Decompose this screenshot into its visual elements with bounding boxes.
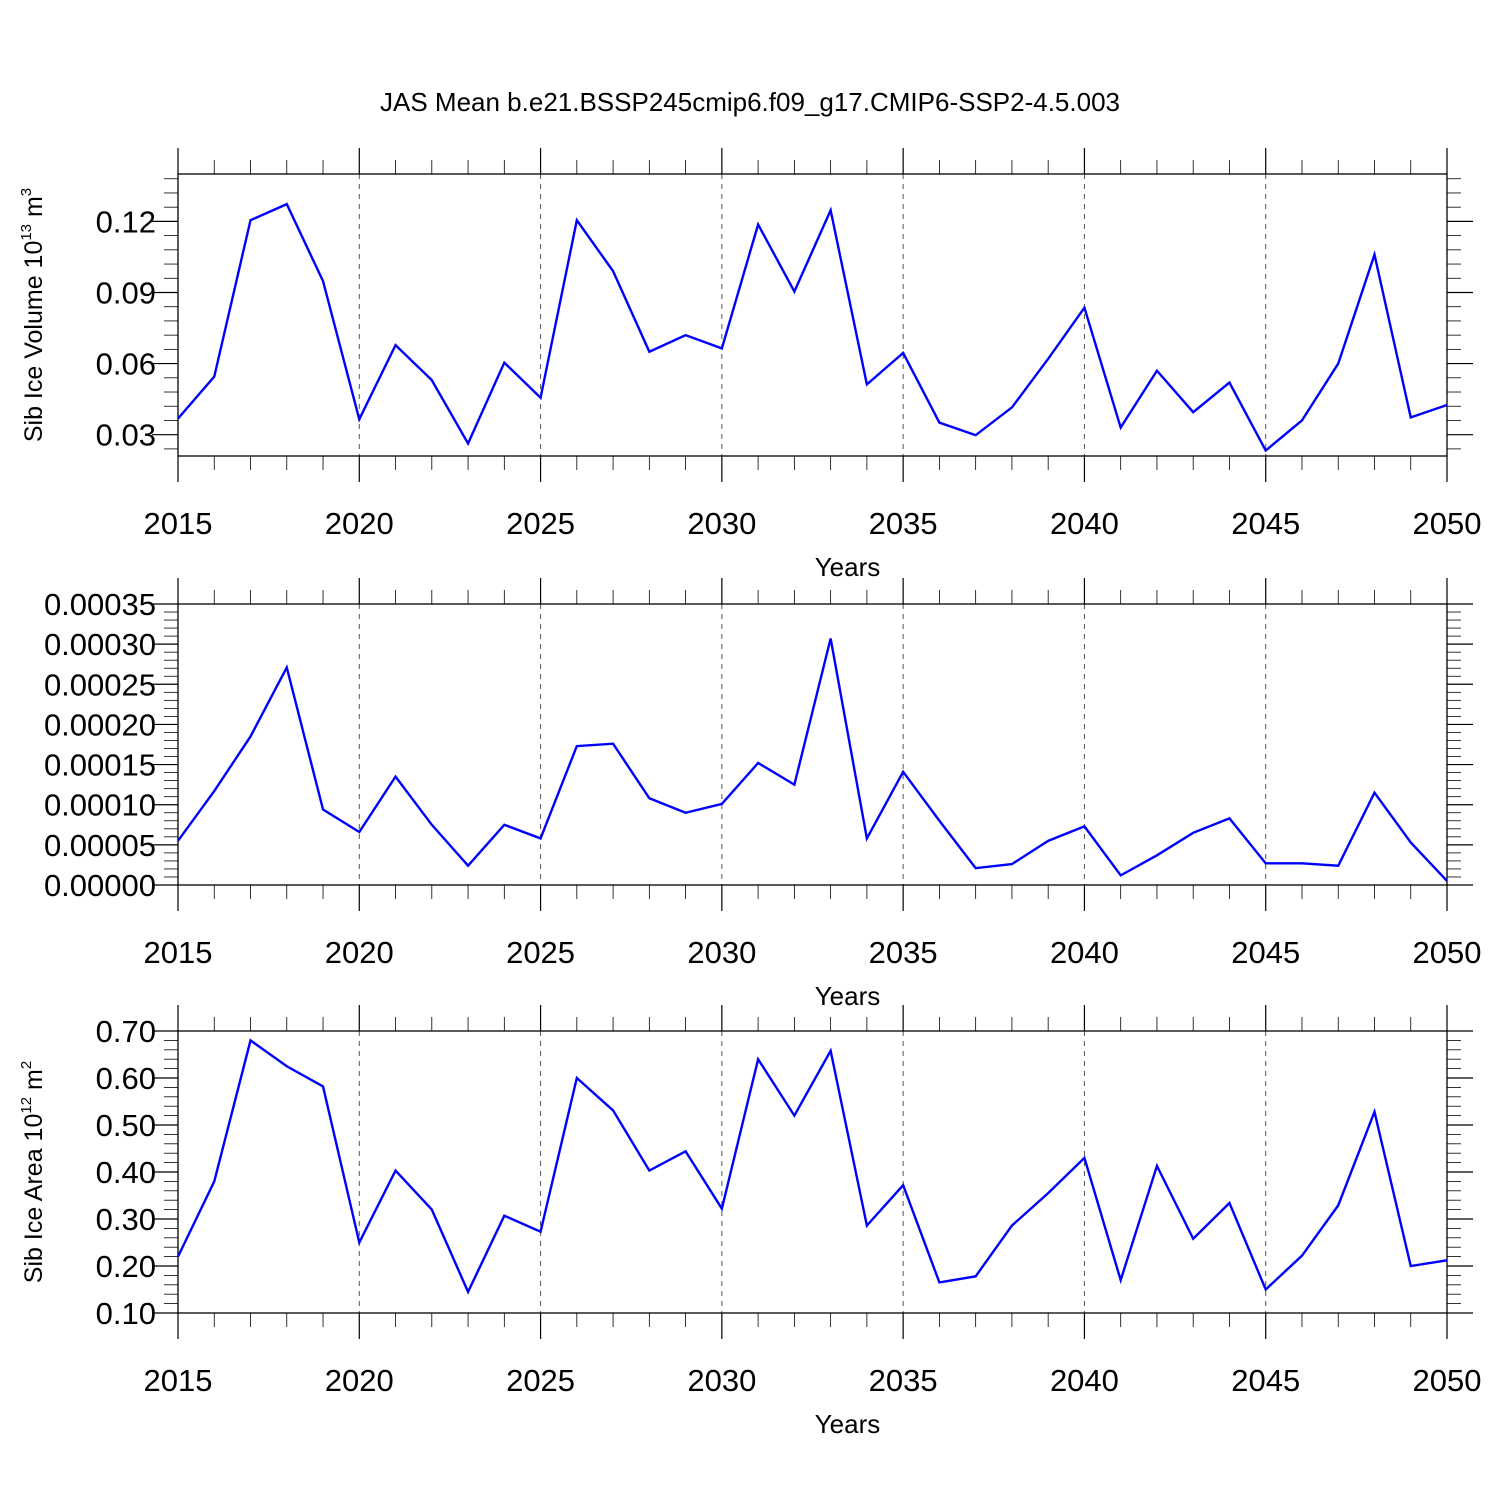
y-axis-title: Sib Ice Area 1012 m2: [18, 1061, 48, 1283]
y-tick-label: 0.50: [96, 1108, 156, 1143]
y-tick-label: 0.70: [96, 1014, 156, 1049]
x-tick-label: 2025: [506, 935, 575, 970]
y-tick-label: 0.09: [96, 275, 156, 310]
chart-title: JAS Mean b.e21.BSSP245cmip6.f09_g17.CMIP…: [380, 87, 1120, 117]
x-tick-label: 2040: [1050, 935, 1119, 970]
x-tick-label: 2025: [506, 506, 575, 541]
x-tick-label: 2030: [687, 506, 756, 541]
y-tick-label: 0.00010: [44, 788, 156, 823]
x-tick-label: 2045: [1231, 935, 1300, 970]
y-tick-label: 0.12: [96, 204, 156, 239]
y-tick-label: 0.00035: [44, 587, 156, 622]
y-tick-label: 0.00000: [44, 868, 156, 903]
y-tick-label: 0.00020: [44, 707, 156, 742]
x-tick-label: 2030: [687, 1363, 756, 1398]
x-tick-label: 2050: [1413, 935, 1482, 970]
x-tick-label: 2015: [144, 1363, 213, 1398]
panel-1: 2015 2020 2025 2030 2035 2040 2045 2050 0.03 0.06…: [18, 148, 1481, 582]
series-line: [177, 202, 1448, 453]
y-tick-label: 0.06: [96, 347, 156, 382]
y-tick-label: 0.10: [96, 1296, 156, 1331]
y-axis-title: Sib Ice Volume 1013 m3: [18, 188, 48, 442]
x-tick-label: 2040: [1050, 1363, 1119, 1398]
x-tick-label: 2045: [1231, 1363, 1300, 1398]
x-tick-label: 2025: [506, 1363, 575, 1398]
y-tick-label: 0.00015: [44, 748, 156, 783]
panel-2: 2015 2020 2025 2030 2035 2040 2045 2050 0.00000 0…: [44, 578, 1482, 1011]
y-tick-label: 0.00030: [44, 627, 156, 662]
y-tick-label: 0.03: [96, 418, 156, 453]
x-tick-label: 2035: [869, 506, 938, 541]
x-tick-label: 2045: [1231, 506, 1300, 541]
x-tick-label: 2050: [1413, 506, 1482, 541]
y-tick-label: 0.30: [96, 1202, 156, 1237]
series-line: [176, 1038, 1448, 1295]
y-tick-label: 0.00005: [44, 828, 156, 863]
panel-3: 2015 2020 2025 2030 2035 2040 2045 2050 0.10 0.20…: [18, 1005, 1481, 1439]
x-tick-label: 2015: [144, 506, 213, 541]
x-tick-label: 2020: [325, 935, 394, 970]
x-tick-label: 2050: [1413, 1363, 1482, 1398]
x-tick-label: 2020: [325, 506, 394, 541]
x-tick-label: 2030: [687, 935, 756, 970]
y-tick-label: 0.60: [96, 1061, 156, 1096]
y-tick-label: 0.00025: [44, 667, 156, 702]
x-axis-title: Years: [815, 552, 881, 582]
y-tick-label: 0.20: [96, 1249, 156, 1284]
x-axis-title: Years: [815, 1409, 881, 1439]
series-line: [177, 638, 1448, 882]
x-tick-label: 2035: [869, 1363, 938, 1398]
plot-frame: [177, 173, 1448, 457]
x-tick-label: 2015: [144, 935, 213, 970]
x-tick-label: 2020: [325, 1363, 394, 1398]
y-tick-label: 0.40: [96, 1155, 156, 1190]
x-axis-title: Years: [815, 981, 881, 1011]
x-tick-label: 2040: [1050, 506, 1119, 541]
plot-frame: [177, 603, 1448, 886]
x-tick-label: 2035: [869, 935, 938, 970]
